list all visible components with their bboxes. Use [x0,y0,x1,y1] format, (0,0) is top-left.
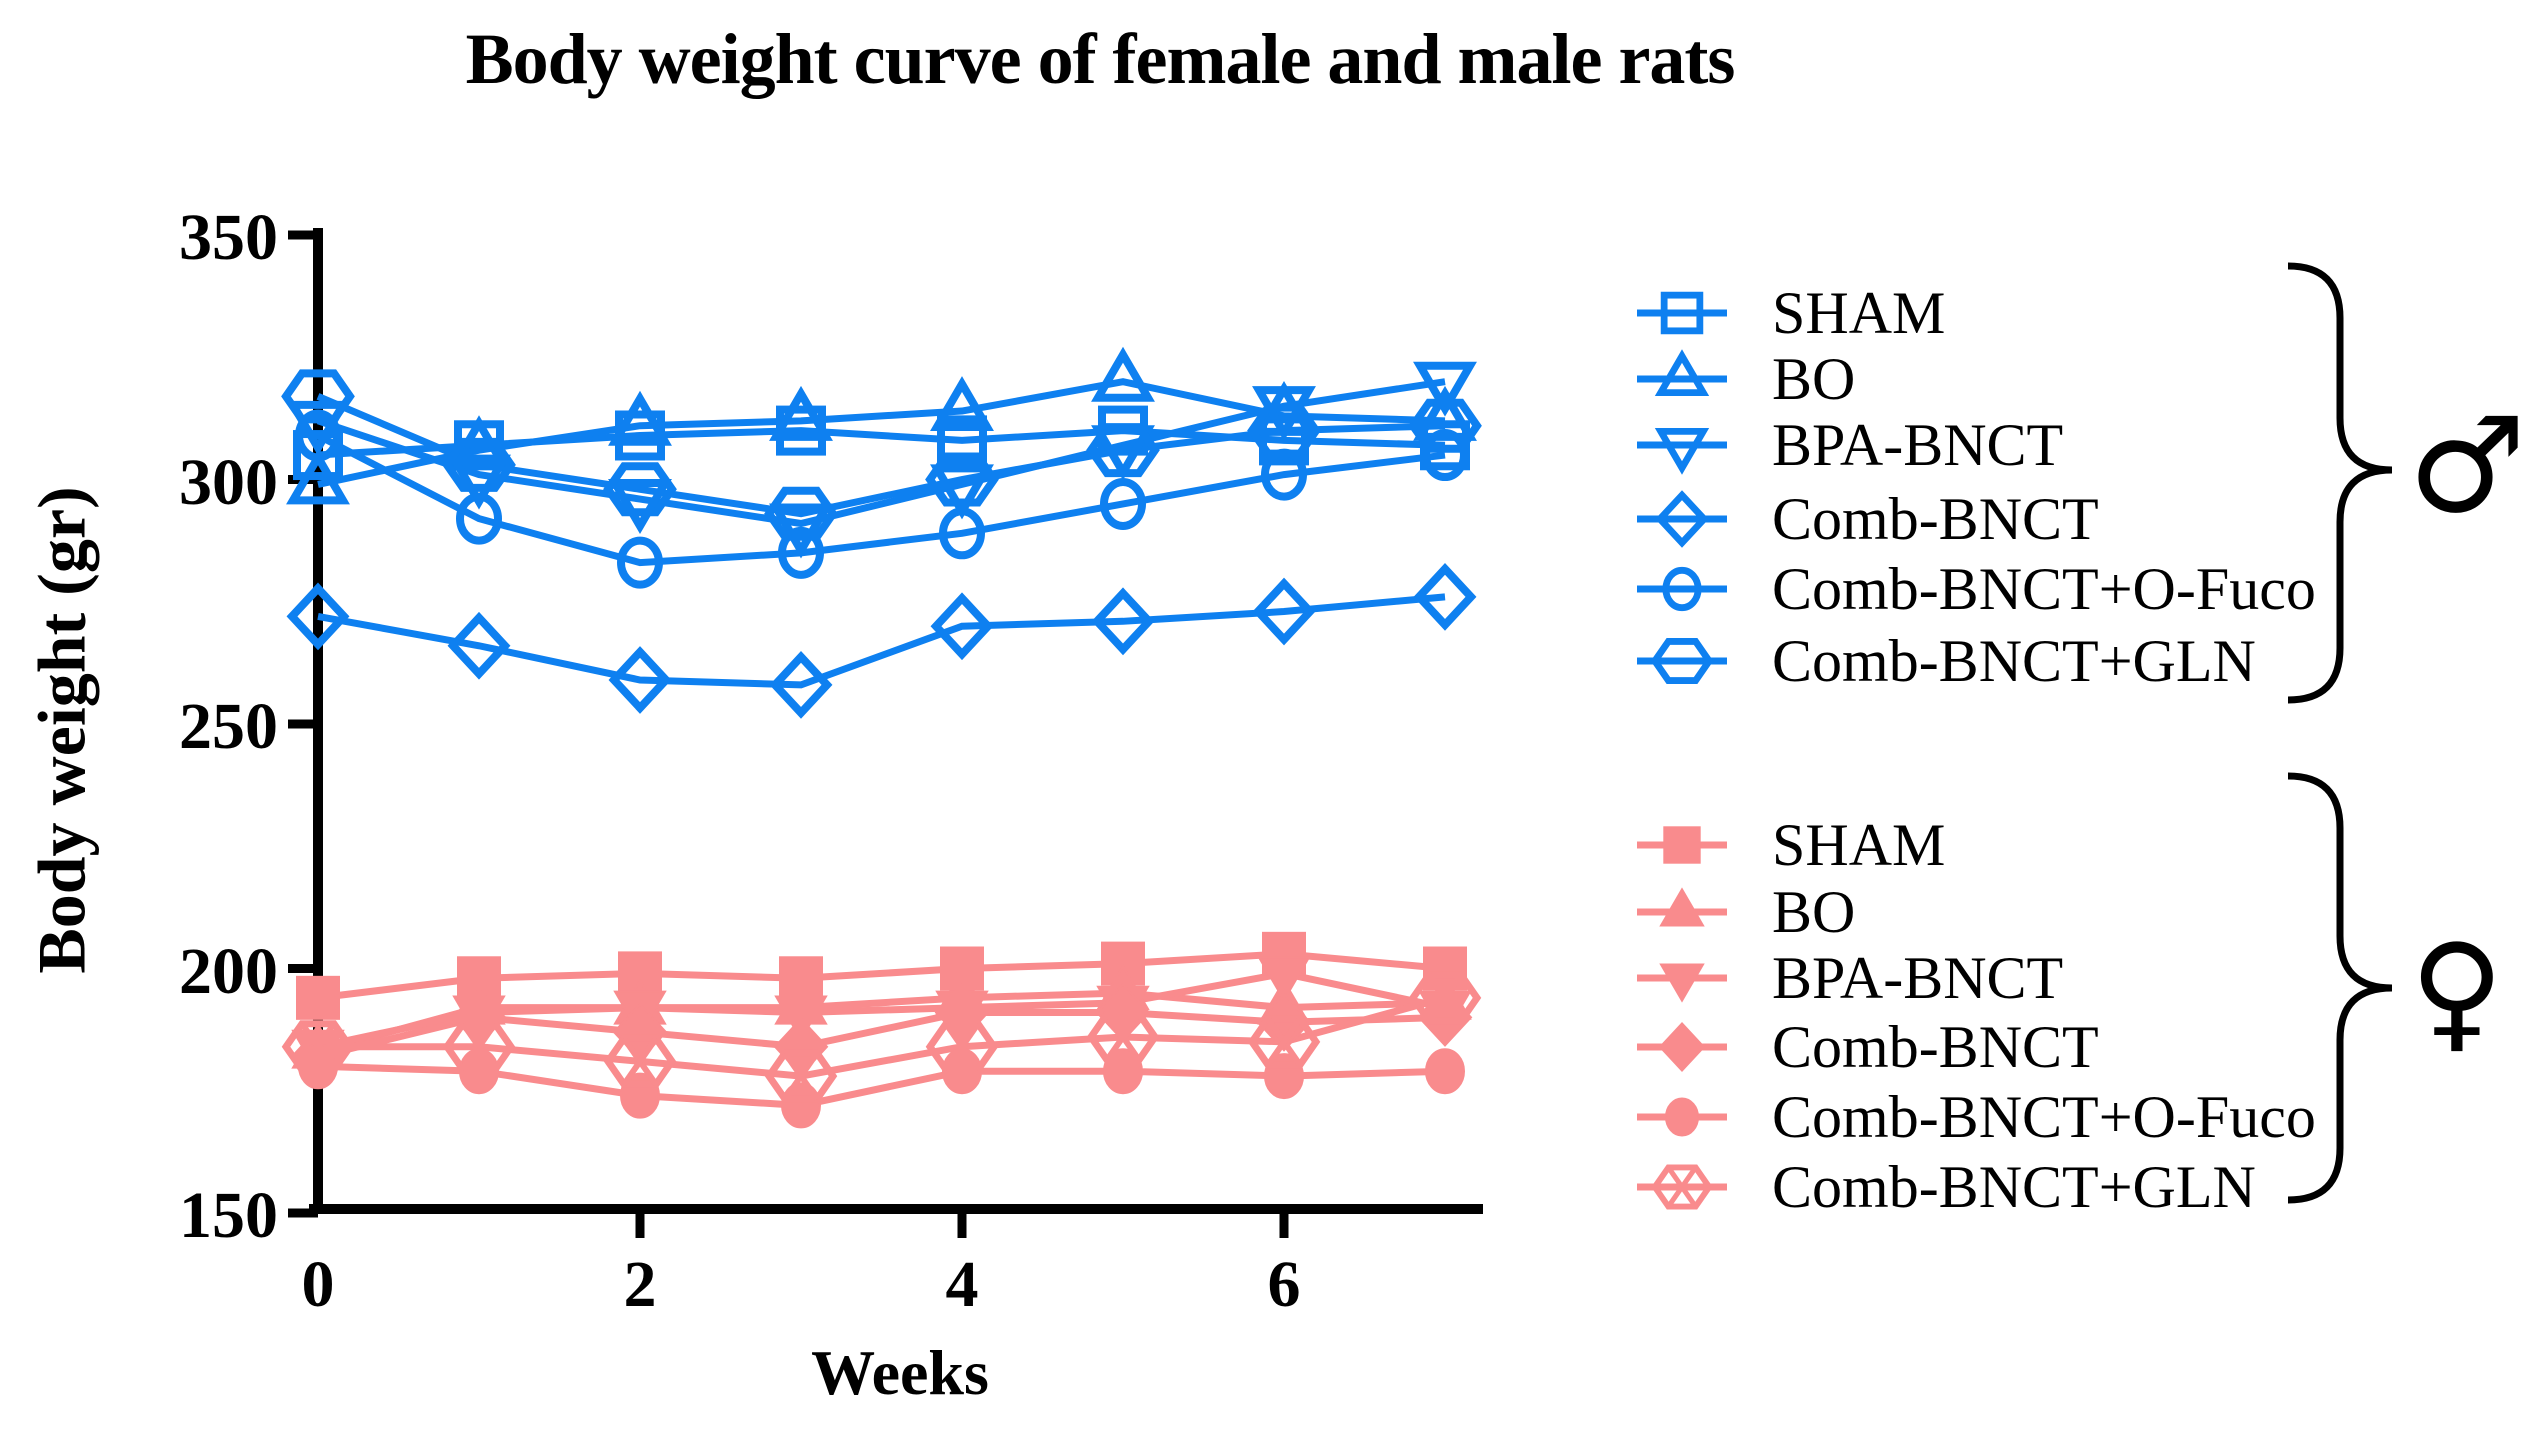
marker-female-Comb-BNCT+GLN [764,1049,838,1103]
brace [2287,262,2393,704]
marker-male-BPA-BNCT [1413,361,1477,417]
marker-female-Comb-BNCT+GLN [1408,971,1482,1025]
legend-marker-male-Comb-BNCT+O-Fuco [1662,566,1702,612]
marker-female-Comb-BNCT+GLN [925,1020,999,1074]
y-tick-label: 200 [179,934,278,1008]
legend-marker-female-Comb-BNCT+O-Fuco [1664,1097,1700,1137]
line-female-BPA-BNCT [317,969,1446,1051]
marker-male-Comb-BNCT+O-Fuco [778,526,824,579]
legend-marker-male-BO [1654,349,1710,397]
marker-male-Comb-BNCT+O-Fuco [456,492,502,545]
legend-marker-female-Comb-BNCT [1658,1021,1706,1073]
legend-label-male-Comb-BNCT+O-Fuco: Comb-BNCT+O-Fuco [1772,556,2316,622]
legend-label-male-BPA-BNCT: BPA-BNCT [1772,412,2064,478]
legend-marker-female-SHAM [1663,826,1701,864]
brace [2287,772,2393,1204]
marker-male-Comb-BNCT [1091,587,1155,656]
y-tick-label: 350 [179,201,278,274]
marker-male-Comb-BNCT [447,611,511,680]
marker-male-BO [769,385,833,441]
line-male-Comb-BNCT [317,593,1446,689]
legend-label-female-Comb-BNCT: Comb-BNCT [1772,1014,2099,1080]
marker-male-BO [286,449,350,505]
line-female-BO [317,989,1446,1056]
marker-female-BPA-BNCT [1257,956,1311,1003]
marker-male-BO [1091,346,1155,402]
x-tick-label: 4 [945,1248,979,1321]
marker-female-Comb-BNCT+GLN [442,1020,516,1074]
line-female-Comb-BNCT [317,1009,1446,1060]
marker-male-Comb-BNCT+O-Fuco [295,409,341,462]
y-axis-label: Body weight (gr) [23,486,100,974]
marker-male-SHAM [937,415,987,466]
marker-male-Comb-BNCT+GLN [1408,398,1482,453]
line-male-Comb-BNCT+O-Fuco [316,432,1446,567]
x-tick-label: 6 [1267,1248,1301,1321]
marker-female-Comb-BNCT+GLN [1247,1015,1321,1069]
marker-male-Comb-BNCT [769,651,833,719]
legend-marker-male-Comb-BNCT [1655,490,1709,548]
marker-female-Comb-BNCT+O-Fuco [1425,1048,1465,1095]
marker-male-Comb-BNCT [930,592,994,661]
marker-male-Comb-BNCT+O-Fuco [617,536,663,589]
marker-male-BPA-BNCT [608,479,672,535]
marker-male-Comb-BNCT+GLN [281,369,355,424]
legend-marker-male-Comb-BNCT+GLN [1650,638,1714,684]
marker-male-BO [930,376,994,432]
marker-female-Comb-BNCT+GLN [281,1020,355,1074]
legend-label-female-BO: BO [1772,879,1856,945]
legend-label-male-BO: BO [1772,346,1856,412]
female-symbol: ♀ [2410,917,2504,1066]
marker-male-Comb-BNCT+GLN [442,437,516,492]
marker-male-Comb-BNCT+O-Fuco [1100,477,1146,530]
marker-male-Comb-BNCT+O-Fuco [939,507,985,560]
marker-male-Comb-BNCT+GLN [603,462,677,517]
marker-female-SHAM [296,975,340,1020]
legend-label-male-Comb-BNCT: Comb-BNCT [1772,486,2099,552]
marker-male-Comb-BNCT+GLN [925,452,999,507]
line-female-Comb-BNCT+O-Fuco [317,1062,1446,1109]
marker-female-Comb-BNCT+GLN [603,1034,677,1088]
legend-marker-male-SHAM [1660,291,1704,335]
marker-male-Comb-BNCT+GLN [1247,403,1321,458]
x-tick-label: 0 [301,1248,335,1321]
legend-marker-female-BPA-BNCT [1659,963,1705,1003]
marker-male-BPA-BNCT [1252,386,1316,442]
y-tick-label: 300 [179,445,278,519]
marker-male-Comb-BNCT+GLN [764,486,838,541]
legend-label-male-SHAM: SHAM [1772,280,1946,346]
marker-female-Comb-BNCT+GLN [1086,1010,1160,1064]
legend-marker-male-BPA-BNCT [1654,427,1710,475]
x-axis-label: Weeks [811,1337,989,1408]
marker-male-BO [608,390,672,446]
marker-male-Comb-BNCT+O-Fuco [1422,429,1468,482]
marker-female-Comb-BNCT [773,1017,829,1077]
legend-label-female-SHAM: SHAM [1772,812,1946,878]
legend-marker-female-Comb-BNCT+GLN [1651,1164,1713,1210]
marker-male-Comb-BNCT+GLN [1086,423,1160,478]
legend-marker-female-BO [1659,887,1705,927]
legend-label-male-Comb-BNCT+GLN: Comb-BNCT+GLN [1772,628,2256,694]
legend-label-female-Comb-BNCT+O-Fuco: Comb-BNCT+O-Fuco [1772,1084,2316,1150]
marker-male-Comb-BNCT [608,646,672,714]
male-symbol: ♂ [2408,389,2527,543]
x-tick-label: 2 [623,1248,657,1321]
legend-label-female-Comb-BNCT+GLN: Comb-BNCT+GLN [1772,1154,2256,1220]
marker-male-BPA-BNCT [286,400,350,456]
marker-male-BPA-BNCT [447,454,511,510]
y-tick-label: 250 [179,690,278,763]
chart-title: Body weight curve of female and male rat… [465,19,1736,99]
marker-male-BPA-BNCT [769,503,833,559]
marker-male-Comb-BNCT [1252,577,1316,646]
y-tick-label: 150 [179,1179,278,1252]
marker-male-Comb-BNCT [1413,562,1477,631]
marker-male-Comb-BNCT [286,582,350,651]
marker-male-SHAM [293,430,343,481]
line-female-SHAM [317,950,1446,1002]
legend-label-female-BPA-BNCT: BPA-BNCT [1772,945,2064,1011]
marker-male-BPA-BNCT [930,464,994,520]
